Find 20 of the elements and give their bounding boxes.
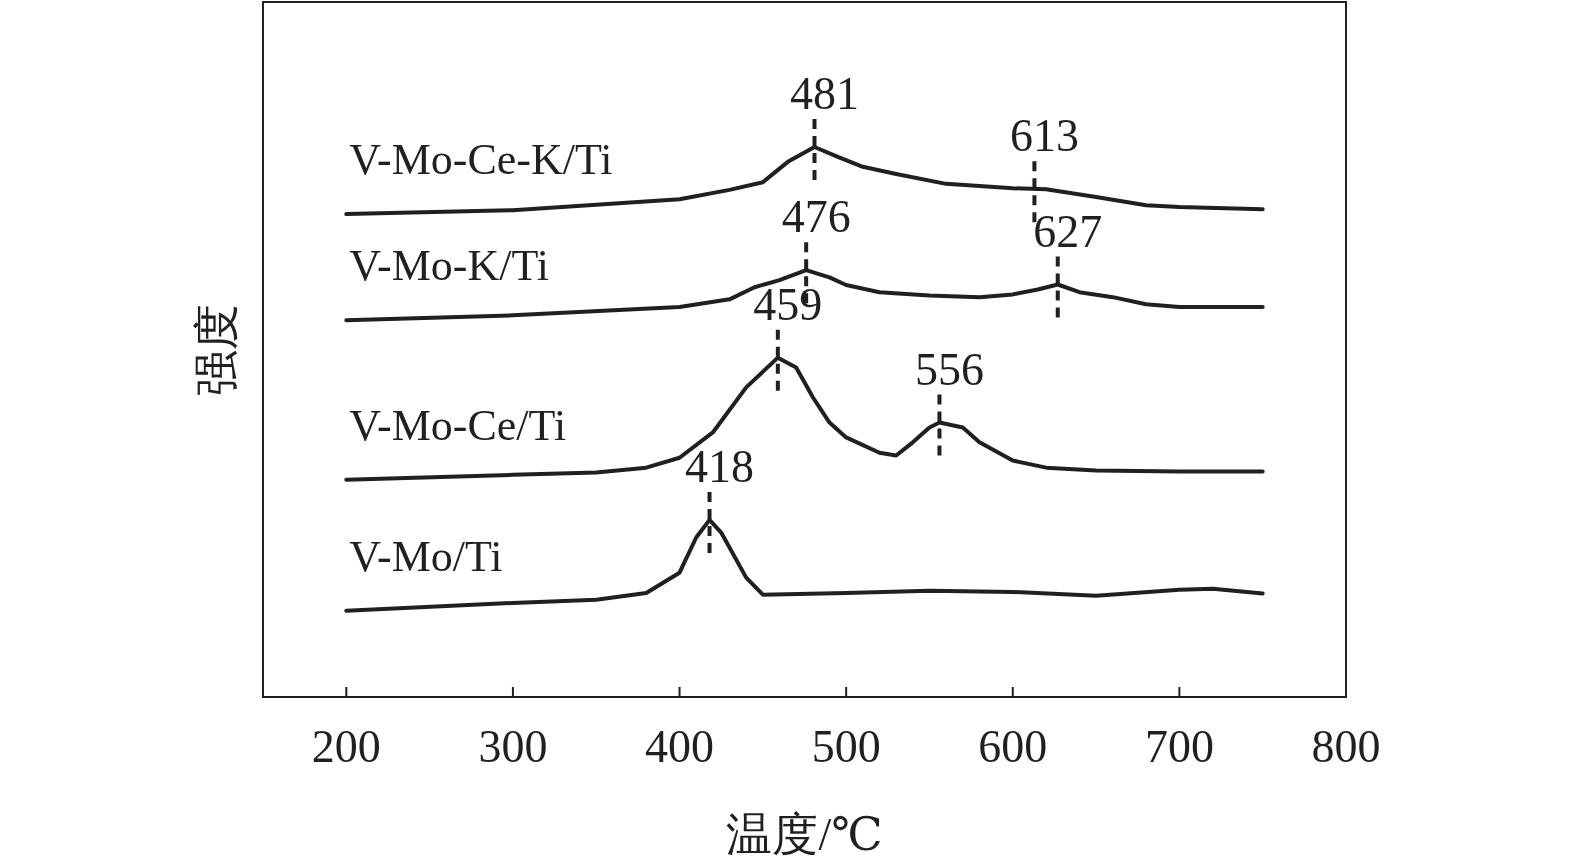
x-tick-label: 300 — [478, 721, 548, 772]
x-tick-label: 700 — [1144, 721, 1214, 772]
annotation: 556 — [914, 343, 984, 395]
x-axis-title: 温度/℃ — [726, 809, 883, 860]
annotation: 481 — [790, 68, 859, 119]
x-tick-label: 600 — [978, 721, 1048, 772]
series-label: V-Mo-K/Ti — [349, 241, 550, 291]
x-tick-label: 500 — [811, 721, 881, 772]
y-axis-title: 强度 — [191, 303, 242, 396]
series-label: V-Mo-Ce/Ti — [349, 400, 567, 450]
annotation: 613 — [1009, 110, 1079, 162]
x-tick-label: 800 — [1311, 721, 1381, 772]
annotation: 418 — [685, 440, 755, 492]
annotation: 627 — [1033, 205, 1103, 257]
series-label: V-Mo-Ce-K/Ti — [349, 135, 613, 185]
x-tick-label: 200 — [311, 721, 381, 772]
series-label: V-Mo/Ti — [349, 531, 503, 581]
x-tick-label: 400 — [645, 721, 715, 772]
annotation: 459 — [753, 278, 823, 330]
annotation: 476 — [781, 191, 851, 243]
